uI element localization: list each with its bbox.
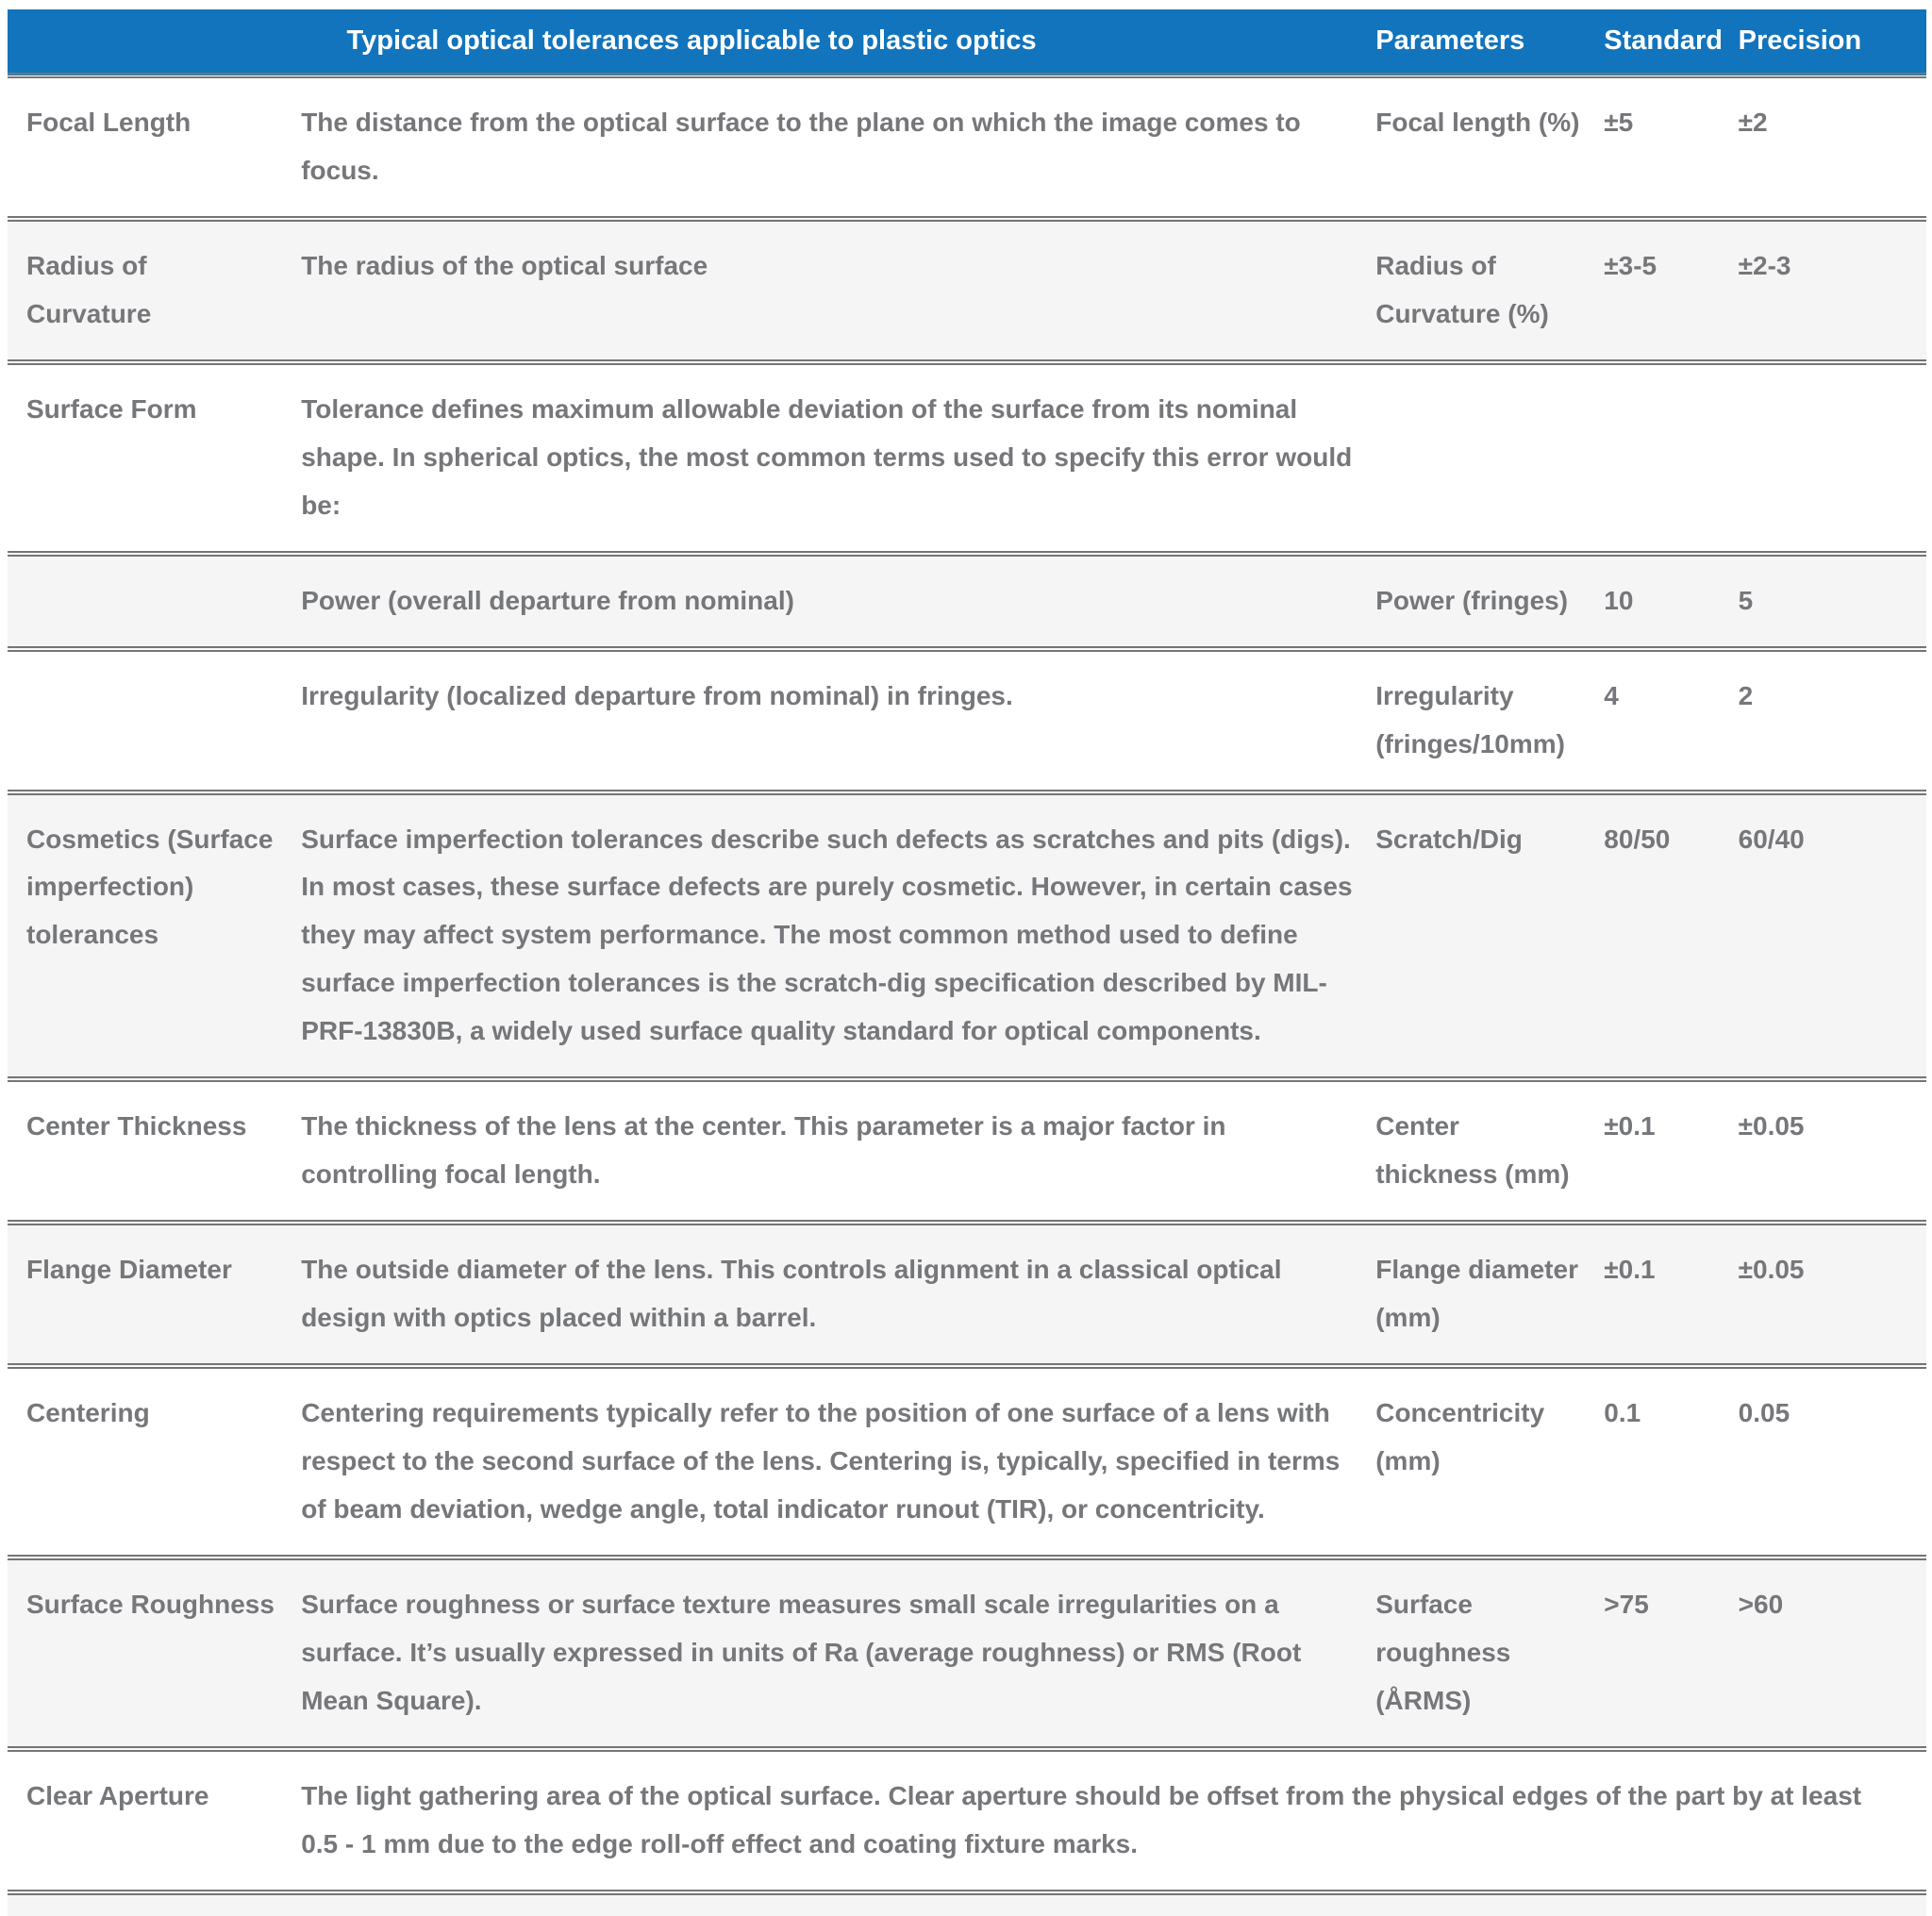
cell-parameter: Irregularity (fringes/10mm) xyxy=(1375,645,1605,792)
cell-term: Cosmetics (Surface imperfection) toleran… xyxy=(8,789,302,1080)
cell-parameter: Concentricity (mm) xyxy=(1375,1363,1605,1558)
column-header-standard: Standard xyxy=(1604,9,1739,75)
cell-standard: >75 xyxy=(1604,1554,1739,1749)
cell-precision: ±2-3 xyxy=(1738,215,1926,362)
cell-description: Power (overall departure from nominal) xyxy=(301,550,1376,649)
partial-row-cell xyxy=(8,1889,1926,1916)
cell-precision xyxy=(1738,358,1926,554)
cell-description: Surface roughness or surface texture mea… xyxy=(301,1554,1376,1749)
cell-parameter: Center thickness (mm) xyxy=(1375,1076,1605,1224)
cell-description: The outside diameter of the lens. This c… xyxy=(301,1220,1376,1367)
table-row: Flange Diameter The outside diameter of t… xyxy=(8,1220,1926,1367)
cell-standard: 10 xyxy=(1604,550,1739,649)
cell-precision: ±0.05 xyxy=(1738,1220,1926,1367)
table-row: Irregularity (localized departure from n… xyxy=(8,645,1926,792)
table-row: Cosmetics (Surface imperfection) toleran… xyxy=(8,789,1926,1080)
cell-parameter: Radius of Curvature (%) xyxy=(1375,215,1605,362)
cell-description: The radius of the optical surface xyxy=(301,215,1376,362)
table-row: Surface Roughness Surface roughness or su… xyxy=(8,1554,1926,1749)
cell-parameter xyxy=(1375,358,1605,554)
tolerance-table-body: Focal Length The distance from the optica… xyxy=(8,73,1926,1916)
cell-term xyxy=(8,550,302,649)
cell-standard: 0.1 xyxy=(1604,1363,1739,1558)
cell-description: The distance from the optical surface to… xyxy=(301,73,1376,219)
cell-term: Clear Aperture xyxy=(8,1745,302,1892)
cell-parameter: Scratch/Dig xyxy=(1375,789,1605,1080)
cell-precision: >60 xyxy=(1738,1554,1926,1749)
cell-precision: ±0.05 xyxy=(1738,1076,1926,1224)
cell-description: Irregularity (localized departure from n… xyxy=(301,645,1376,792)
table-row: Centering Centering requirements typicall… xyxy=(8,1363,1926,1558)
cell-precision: 2 xyxy=(1738,645,1926,792)
table-title: Typical optical tolerances applicable to… xyxy=(8,9,1376,75)
table-row: Clear Aperture The light gathering area o… xyxy=(8,1745,1926,1892)
cell-standard: 80/50 xyxy=(1604,789,1739,1080)
cell-term: Centering xyxy=(8,1363,302,1558)
cell-standard: ±3-5 xyxy=(1604,215,1739,362)
cell-term: Flange Diameter xyxy=(8,1220,302,1367)
cell-description: Surface imperfection tolerances describe… xyxy=(301,789,1376,1080)
cell-standard xyxy=(1604,358,1739,554)
cell-term xyxy=(8,645,302,792)
cell-term: Focal Length xyxy=(8,73,302,219)
cell-standard: ±0.1 xyxy=(1604,1220,1739,1367)
cell-description: The light gathering area of the optical … xyxy=(301,1745,1926,1892)
cell-parameter: Focal length (%) xyxy=(1375,73,1605,219)
table-row: Power (overall departure from nominal) Po… xyxy=(8,550,1926,649)
cell-parameter: Flange diameter (mm) xyxy=(1375,1220,1605,1367)
cell-description: Tolerance defines maximum allowable devi… xyxy=(301,358,1376,554)
cell-standard: ±5 xyxy=(1604,73,1739,219)
cell-standard: ±0.1 xyxy=(1604,1076,1739,1224)
table-row: Radius of Curvature The radius of the opt… xyxy=(8,215,1926,362)
column-header-parameters: Parameters xyxy=(1375,9,1605,75)
table-row xyxy=(8,1889,1926,1916)
header-row: Typical optical tolerances applicable to… xyxy=(8,9,1926,75)
cell-precision: 60/40 xyxy=(1738,789,1926,1080)
column-header-precision: Precision xyxy=(1738,9,1926,75)
cell-description: Centering requirements typically refer t… xyxy=(301,1363,1376,1558)
table-row: Center Thickness The thickness of the len… xyxy=(8,1076,1926,1224)
table-row: Focal Length The distance from the optica… xyxy=(8,73,1926,219)
cell-term: Surface Roughness xyxy=(8,1554,302,1749)
table-header: Typical optical tolerances applicable to… xyxy=(8,9,1926,75)
cell-parameter: Surface roughness (ÅRMS) xyxy=(1375,1554,1605,1749)
cell-description: The thickness of the lens at the center.… xyxy=(301,1076,1376,1224)
cell-precision: 5 xyxy=(1738,550,1926,649)
table-row: Surface Form Tolerance defines maximum al… xyxy=(8,358,1926,554)
optical-tolerances-table: Typical optical tolerances applicable to… xyxy=(8,9,1926,1916)
cell-standard: 4 xyxy=(1604,645,1739,792)
cell-term: Center Thickness xyxy=(8,1076,302,1224)
cell-term: Surface Form xyxy=(8,358,302,554)
cell-term: Radius of Curvature xyxy=(8,215,302,362)
cell-precision: ±2 xyxy=(1738,73,1926,219)
cell-parameter: Power (fringes) xyxy=(1375,550,1605,649)
cell-precision: 0.05 xyxy=(1738,1363,1926,1558)
